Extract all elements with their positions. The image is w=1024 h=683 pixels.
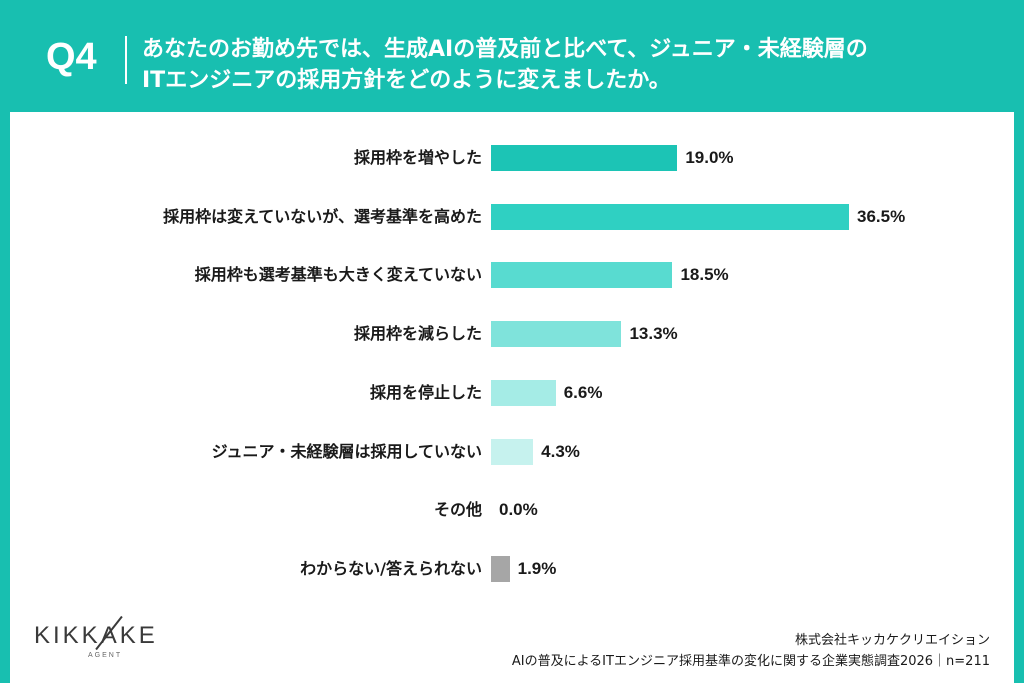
bar <box>491 145 678 171</box>
value-label: 19.0% <box>685 148 734 167</box>
source-survey: AIの普及によるITエンジニア採用基準の変化に関する企業実態調査2026｜n=2… <box>511 654 990 669</box>
bar <box>491 203 849 230</box>
category-label: 採用枠を増やした <box>353 148 482 167</box>
value-label: 6.6% <box>563 382 603 402</box>
bar <box>491 438 534 465</box>
bar <box>491 262 673 289</box>
category-label: わからない/答えられない <box>300 558 482 578</box>
question-line-1: あなたのお勤め先では、生成AIの普及前と比べて、ジュニア・未経験層の <box>142 37 868 62</box>
kikkake-logo-subtitle: AGENT <box>88 652 123 659</box>
value-label: 13.3% <box>629 324 678 344</box>
bar <box>491 555 510 582</box>
category-label: 採用を停止した <box>369 382 482 402</box>
header: Q4 あなたのお勤め先では、生成AIの普及前と比べて、ジュニア・未経験層の IT… <box>0 0 1024 110</box>
category-label: 採用枠を減らした <box>353 324 482 344</box>
bar <box>491 379 556 406</box>
question-line-2: ITエンジニアの採用方針をどのように変えましたか。 <box>142 68 671 93</box>
question-text: あなたのお勤め先では、生成AIの普及前と比べて、ジュニア・未経験層の ITエンジ… <box>142 34 1002 96</box>
bar <box>491 321 622 348</box>
question-number: Q4 <box>46 36 97 78</box>
category-label: ジュニア・未経験層は採用していない <box>211 441 482 461</box>
value-label: 18.5% <box>680 265 729 285</box>
header-divider <box>125 36 127 84</box>
kikkake-logo: KIKKAKE <box>34 622 158 649</box>
category-label: 採用枠は変えていないが、選考基準を高めた <box>163 206 482 226</box>
category-label: 採用枠も選考基準も大きく変えていない <box>194 265 482 285</box>
value-label: 4.3% <box>541 441 580 461</box>
value-label: 36.5% <box>857 206 906 226</box>
value-label: 0.0% <box>499 500 538 520</box>
category-label: その他 <box>433 500 482 520</box>
source-company: 株式会社キッカケクリエイション <box>794 633 990 648</box>
value-label: 1.9% <box>517 558 557 578</box>
